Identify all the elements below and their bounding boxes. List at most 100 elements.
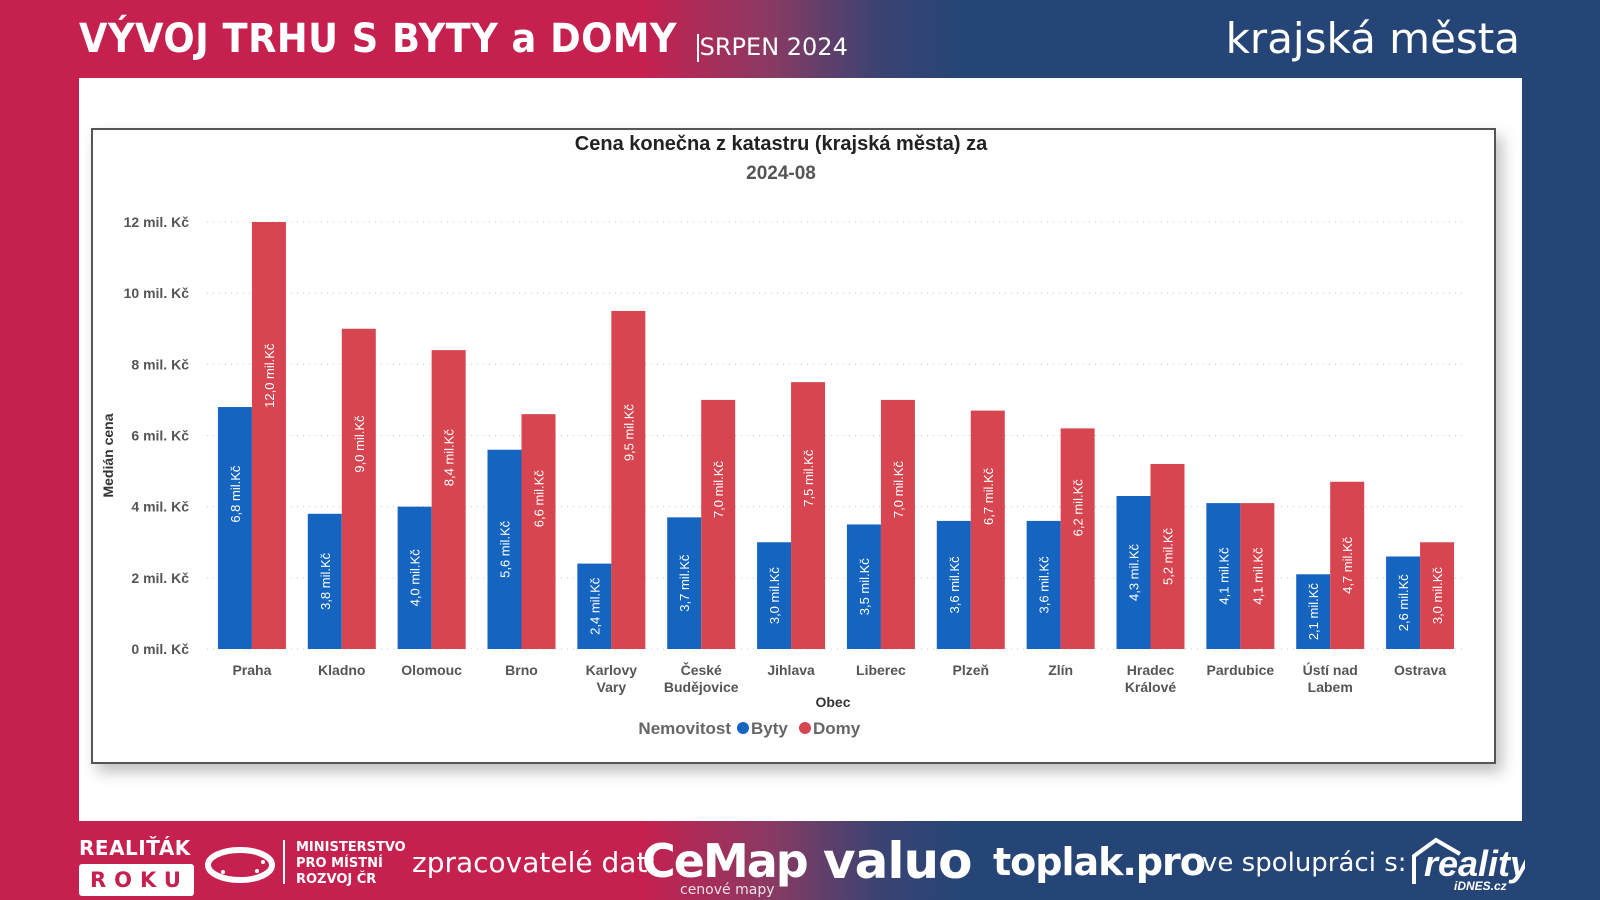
bar-domy xyxy=(970,410,1005,649)
bar-domy xyxy=(341,328,376,649)
ministry-name: MINISTERSTVO PRO MÍSTNÍ ROZVOJ ČR xyxy=(296,840,406,887)
x-tick-label: Ostrava xyxy=(1394,662,1446,678)
page-subtitle: SRPEN 2024 xyxy=(692,33,848,61)
bar-domy xyxy=(251,222,286,649)
bar-byty xyxy=(307,513,342,649)
y-tick-label: 8 mil. Kč xyxy=(131,356,189,372)
cooperation-label: ve spolupráci s: xyxy=(1202,848,1407,878)
bar-byty xyxy=(577,563,612,649)
bar-domy xyxy=(611,310,646,649)
data-label: 7,0 mil.Kč xyxy=(891,461,906,519)
data-label: 5,2 mil.Kč xyxy=(1161,527,1176,585)
data-label: 6,2 mil.Kč xyxy=(1071,479,1086,537)
data-label: 7,5 mil.Kč xyxy=(801,449,816,507)
x-tick-label: Zlín xyxy=(1048,662,1073,678)
data-label: 4,3 mil.Kč xyxy=(1127,543,1142,601)
realitak-logo-text: REALIŤÁK xyxy=(79,836,191,860)
footer: REALIŤÁK ROKU MINISTERSTVO PRO MÍSTNÍ RO… xyxy=(0,826,1600,900)
x-tick-label: Vary xyxy=(597,679,627,695)
x-tick-label: Labem xyxy=(1308,679,1353,695)
title-separator xyxy=(697,34,699,62)
data-label: 5,6 mil.Kč xyxy=(498,520,513,578)
x-tick-label: Ústí nad xyxy=(1303,661,1358,678)
data-label: 9,0 mil.Kč xyxy=(352,415,367,473)
chart-frame: Cena konečna z katastru (krajská města) … xyxy=(91,128,1496,764)
bar-domy xyxy=(791,382,826,649)
x-tick-label: Brno xyxy=(505,662,538,678)
bar-domy xyxy=(1240,503,1275,649)
data-label: 3,6 mil.Kč xyxy=(1037,556,1052,614)
cemap-logo: CeMap xyxy=(642,834,809,888)
bar-domy xyxy=(880,399,915,649)
x-tick-label: České xyxy=(681,661,722,678)
legend-item-domy: Domy xyxy=(813,719,861,738)
y-tick-label: 2 mil. Kč xyxy=(131,570,189,586)
svg-text:iDNES.cz: iDNES.cz xyxy=(1454,879,1507,893)
data-label: 7,0 mil.Kč xyxy=(711,461,726,519)
data-label: 3,0 mil.Kč xyxy=(767,567,782,625)
bar-byty xyxy=(1296,574,1331,649)
house-icon xyxy=(1412,837,1462,884)
ministry-separator xyxy=(283,840,285,884)
bar-byty xyxy=(487,449,522,649)
bar-byty xyxy=(1026,520,1061,649)
bar-byty xyxy=(936,520,971,649)
x-tick-label: Pardubice xyxy=(1207,662,1275,678)
bar-domy xyxy=(521,414,556,649)
legend-marker-domy xyxy=(799,722,811,734)
chart-subtitle: 2024-08 xyxy=(746,163,816,184)
valuo-logo: valuo xyxy=(823,832,972,890)
x-tick-label: Králové xyxy=(1125,679,1177,695)
bar-byty xyxy=(1116,495,1151,649)
cemap-tagline: cenové mapy xyxy=(680,882,775,898)
x-tick-label: Karlovy xyxy=(586,662,638,678)
page-title: VÝVOJ TRHU S BYTY a DOMY xyxy=(79,16,678,62)
legend-item-byty: Byty xyxy=(751,719,788,738)
data-label: 3,8 mil.Kč xyxy=(318,552,333,610)
x-axis-label: Obec xyxy=(815,694,850,710)
y-tick-label: 0 mil. Kč xyxy=(131,641,189,657)
region-label: krajská města xyxy=(1225,14,1520,63)
bar-domy xyxy=(701,399,736,649)
data-label: 12,0 mil.Kč xyxy=(262,343,277,408)
period-label: SRPEN 2024 xyxy=(699,33,848,61)
bar-byty xyxy=(846,524,881,649)
bar-domy xyxy=(1150,463,1185,649)
y-tick-label: 4 mil. Kč xyxy=(131,499,189,515)
data-label: 6,7 mil.Kč xyxy=(981,467,996,525)
x-tick-label: Plzeň xyxy=(952,662,989,678)
x-tick-label: Liberec xyxy=(856,662,906,678)
chart-title: Cena konečna z katastru (krajská města) … xyxy=(575,133,988,155)
data-label: 2,4 mil.Kč xyxy=(587,577,602,635)
x-tick-label: Praha xyxy=(232,662,271,678)
content-canvas: Cena konečna z katastru (krajská města) … xyxy=(79,78,1522,821)
bar-chart: Cena konečna z katastru (krajská města) … xyxy=(100,133,1465,738)
y-axis-label: Medián cena xyxy=(100,413,116,497)
y-tick-label: 12 mil. Kč xyxy=(124,214,190,230)
data-label: 4,7 mil.Kč xyxy=(1340,536,1355,594)
reality-idnes-logo: reality iDNES.cz xyxy=(1412,837,1525,893)
bar-domy xyxy=(431,350,466,649)
data-label: 3,6 mil.Kč xyxy=(947,556,962,614)
data-label: 2,1 mil.Kč xyxy=(1306,583,1321,641)
data-label: 6,8 mil.Kč xyxy=(228,465,243,523)
bar-byty xyxy=(1386,556,1421,649)
legend-title: Nemovitost xyxy=(638,719,731,738)
ministry-emblem-icon xyxy=(205,847,275,883)
data-label: 4,1 mil.Kč xyxy=(1216,547,1231,605)
bar-domy xyxy=(1330,481,1365,649)
roku-badge: ROKU xyxy=(79,864,194,896)
data-label: 3,7 mil.Kč xyxy=(677,554,692,612)
data-label: 8,4 mil.Kč xyxy=(442,429,457,487)
x-tick-label: Olomouc xyxy=(401,662,462,678)
x-tick-label: Hradec xyxy=(1127,662,1175,678)
bar-byty xyxy=(217,407,252,649)
data-processors-label: zpracovatelé dat: xyxy=(412,846,657,879)
bar-domy xyxy=(1420,542,1455,649)
bar-byty xyxy=(397,506,432,649)
data-label: 3,5 mil.Kč xyxy=(857,558,872,616)
data-label: 2,6 mil.Kč xyxy=(1396,574,1411,632)
toplak-logo: toplak.pro xyxy=(993,840,1206,884)
data-label: 9,5 mil.Kč xyxy=(621,404,636,462)
data-label: 3,0 mil.Kč xyxy=(1430,567,1445,625)
